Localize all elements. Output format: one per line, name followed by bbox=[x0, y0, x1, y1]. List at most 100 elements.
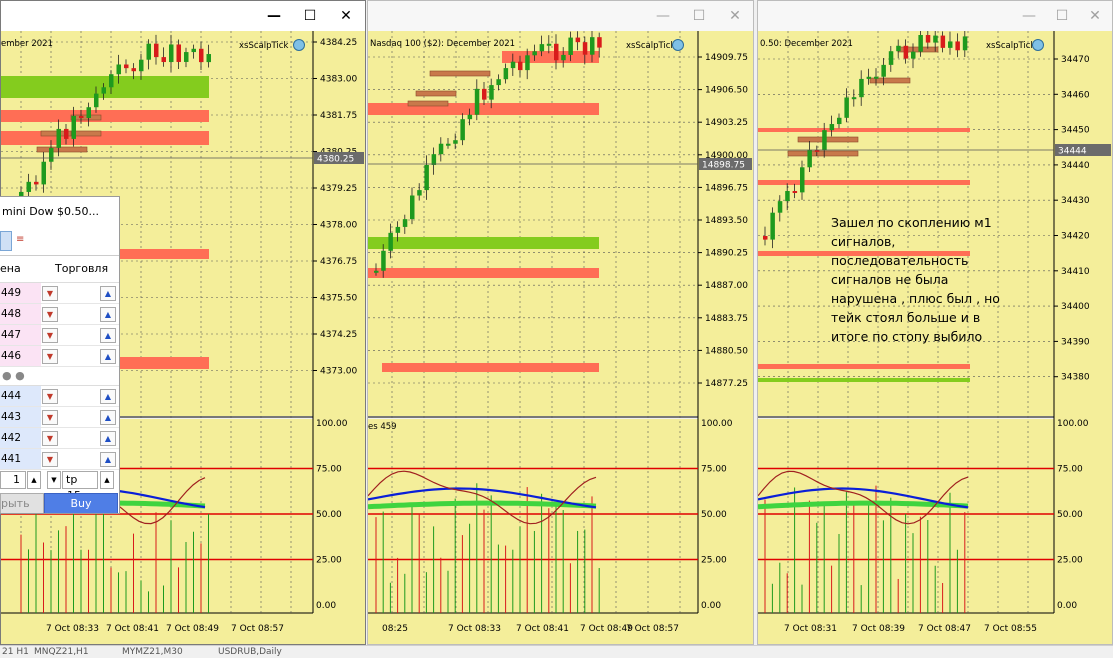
candle bbox=[940, 35, 946, 48]
chart-window-nasdaq[interactable]: — ☐ ✕ 14909.75 14906.50 14903.25 14900.00 14… bbox=[367, 0, 754, 645]
chevron-up-icon[interactable]: ▲ bbox=[100, 349, 116, 364]
signal-marker bbox=[869, 77, 911, 84]
dropdown-button[interactable]: ▼ bbox=[42, 286, 58, 301]
candle bbox=[489, 85, 494, 100]
ladder-price: 441 bbox=[0, 449, 41, 469]
maximize-button[interactable]: ☐ bbox=[303, 8, 317, 24]
level-zone bbox=[368, 103, 599, 115]
close-button[interactable]: ✕ bbox=[729, 8, 741, 24]
chevron-up-icon[interactable]: ▲ bbox=[100, 452, 116, 467]
candle bbox=[844, 97, 849, 118]
candle bbox=[597, 37, 602, 48]
candle bbox=[154, 43, 159, 58]
candle bbox=[896, 45, 901, 52]
dropdown-button[interactable]: ▼ bbox=[42, 389, 58, 404]
chevron-up-icon[interactable]: ▲ bbox=[100, 389, 116, 404]
candle bbox=[474, 88, 480, 115]
osc-tick-label: 25.00 bbox=[316, 556, 342, 566]
window-titlebar[interactable]: — ☐ ✕ bbox=[1, 1, 365, 31]
osc-tick-label: 50.00 bbox=[316, 510, 342, 520]
candle bbox=[800, 167, 805, 193]
candle bbox=[948, 41, 953, 48]
indicator-label: xsScalpTick bbox=[986, 41, 1035, 51]
ladder-row: 449 ▼ ▲ bbox=[0, 283, 119, 304]
chevron-up-icon[interactable]: ▲ bbox=[100, 410, 116, 425]
close-position-button[interactable]: рыть bbox=[0, 493, 44, 513]
indicator-label: xsScalpTick bbox=[239, 41, 288, 51]
price-chart[interactable]: 4384.25 4383.00 4381.75 4380.25 4379.25 4378.… bbox=[1, 31, 365, 645]
price-chart[interactable]: 14909.75 14906.50 14903.25 14900.00 14896.75… bbox=[368, 31, 753, 645]
price-tick-label: 14887.00 bbox=[705, 281, 748, 291]
chart-tabs-bar: 21 H1 MNQZ21,H1 MYMZ21,M30 USDRUB,Daily bbox=[0, 645, 1113, 658]
candle bbox=[424, 164, 429, 191]
candle bbox=[388, 232, 393, 251]
level-zone bbox=[1, 131, 209, 145]
tp-up-button[interactable]: ▲ bbox=[100, 471, 114, 489]
candle bbox=[590, 37, 595, 55]
osc-tick-label: 25.00 bbox=[701, 556, 727, 566]
minimize-button[interactable]: — bbox=[267, 8, 281, 24]
osc-label: es 459 bbox=[368, 422, 397, 432]
chart-window-mini-dow[interactable]: — ☐ ✕ 4384.25 4383.00 4381.75 4380.25 4379.2… bbox=[0, 0, 366, 645]
candle bbox=[582, 42, 588, 55]
candle bbox=[837, 117, 842, 125]
dropdown-button[interactable]: ▼ bbox=[42, 452, 58, 467]
tp-down-button[interactable]: ▼ bbox=[47, 471, 61, 489]
price-tick-label: 4381.75 bbox=[320, 111, 357, 121]
dropdown-button[interactable]: ▼ bbox=[42, 431, 58, 446]
candle bbox=[903, 45, 909, 59]
chart-tab[interactable]: MNQZ21,H1 bbox=[34, 647, 89, 657]
chart-title: Nasdaq 100 ($2): December 2021 bbox=[370, 39, 515, 49]
chevron-up-icon[interactable]: ▲ bbox=[100, 431, 116, 446]
candle bbox=[518, 61, 523, 71]
qty-up-button[interactable]: ▲ bbox=[27, 471, 41, 489]
dropdown-button[interactable]: ▼ bbox=[42, 307, 58, 322]
maximize-button[interactable]: ☐ bbox=[1055, 8, 1069, 24]
price-tick-label: 4373.00 bbox=[320, 367, 357, 377]
candle bbox=[410, 195, 415, 220]
ladder-icon[interactable]: ≡ bbox=[16, 234, 25, 245]
chevron-up-icon[interactable]: ▲ bbox=[100, 286, 116, 301]
chart-title: ember 2021 bbox=[1, 39, 53, 49]
window-titlebar[interactable]: — ☐ ✕ bbox=[758, 1, 1112, 31]
maximize-button[interactable]: ☐ bbox=[692, 8, 706, 24]
time-tick-label: 7 Oct 08:57 bbox=[626, 624, 679, 634]
price-chart[interactable]: 34470 34460 34450 34440 34430 34420 34410 34400… bbox=[758, 31, 1112, 645]
window-titlebar[interactable]: — ☐ ✕ bbox=[368, 1, 753, 31]
one-click-trading-panel[interactable]: mini Dow $0.50... ≡ ена Торговля 449 ▼ ▲ 44… bbox=[0, 196, 120, 514]
buy-button[interactable]: Buy bbox=[44, 493, 118, 513]
minimize-button[interactable]: — bbox=[1022, 8, 1036, 24]
current-price-label: 4380.25 bbox=[317, 155, 354, 165]
candle bbox=[829, 124, 835, 131]
price-tick-label: 14900.00 bbox=[705, 151, 748, 161]
dropdown-button[interactable]: ▼ bbox=[42, 349, 58, 364]
chart-tab[interactable]: 21 H1 bbox=[2, 647, 29, 657]
dropdown-button[interactable]: ▼ bbox=[42, 410, 58, 425]
chart-window-dow[interactable]: — ☐ ✕ 34470 34460 34450 34440 34430 34420 3441… bbox=[757, 0, 1113, 645]
chart-tab[interactable]: USDRUB,Daily bbox=[218, 647, 282, 657]
chart-title: 0.50: December 2021 bbox=[760, 39, 853, 49]
candle bbox=[71, 115, 76, 139]
chart-tab[interactable]: MYMZ21,M30 bbox=[122, 647, 183, 657]
price-tick-label: 14906.50 bbox=[705, 86, 748, 96]
grid-icon[interactable] bbox=[0, 231, 12, 251]
chevron-up-icon[interactable]: ▲ bbox=[100, 307, 116, 322]
tp-input[interactable]: tp 15 bbox=[62, 471, 98, 502]
tp-label: tp bbox=[66, 473, 78, 486]
ladder-price: 449 bbox=[0, 283, 41, 303]
close-button[interactable]: ✕ bbox=[340, 8, 352, 24]
price-tick-label: 34400 bbox=[1061, 302, 1090, 312]
dropdown-button[interactable]: ▼ bbox=[42, 328, 58, 343]
close-button[interactable]: ✕ bbox=[1089, 8, 1101, 24]
candle bbox=[575, 37, 581, 43]
candle bbox=[146, 43, 151, 60]
qty-input[interactable]: 1 bbox=[0, 471, 26, 489]
candle bbox=[911, 51, 916, 59]
minimize-button[interactable]: — bbox=[656, 8, 670, 24]
osc-tick-label: 0.00 bbox=[316, 601, 336, 611]
time-tick-label: 7 Oct 08:57 bbox=[231, 624, 284, 634]
candle bbox=[206, 54, 211, 63]
candle bbox=[546, 43, 552, 46]
candle bbox=[34, 181, 39, 185]
chevron-up-icon[interactable]: ▲ bbox=[100, 328, 116, 343]
